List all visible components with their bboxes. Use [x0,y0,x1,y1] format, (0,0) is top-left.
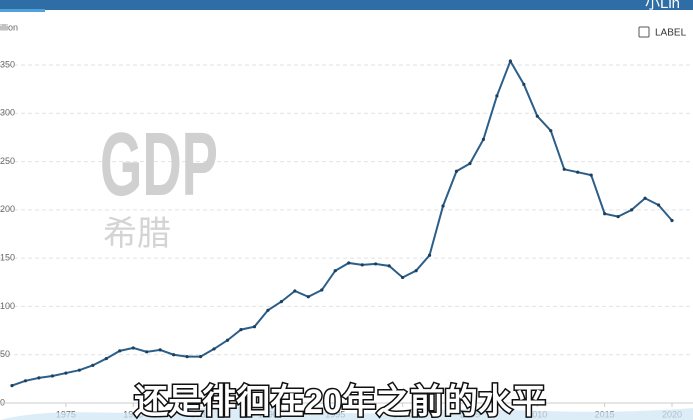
point [535,114,539,118]
point [481,137,486,141]
header-bar [0,0,693,10]
point [629,208,634,212]
point [320,288,324,292]
point [656,203,661,207]
point [401,275,405,280]
point [495,94,499,98]
point [212,347,216,351]
point [239,328,243,332]
y-tick-label: 100 [0,301,15,311]
y-tick-label: 300 [0,108,15,118]
point [374,262,378,266]
point [145,350,149,354]
point [131,346,135,350]
point [427,253,432,257]
point [225,338,230,342]
point [279,300,283,304]
line [11,58,673,387]
point [360,263,364,267]
point [347,261,351,265]
point [576,170,580,174]
point [549,129,553,133]
point [172,353,176,357]
y-tick-label: 250 [0,156,15,166]
point [441,204,445,208]
y-tick-label: 200 [0,204,15,214]
y-tick-label: 350 [0,59,15,69]
wave [0,406,693,420]
label-toggle[interactable]: LABEL [655,28,687,39]
point [158,348,162,352]
point [643,196,647,200]
point [10,384,14,388]
point [293,289,297,293]
y-tick-label: 50 [0,349,10,359]
point [616,215,620,219]
point [468,161,472,166]
point [333,269,337,273]
label-checkbox[interactable] [638,26,650,38]
point [185,355,189,359]
point [454,169,459,173]
watermark-title: GDP [100,115,218,215]
point [387,264,391,268]
point [508,59,512,63]
point [198,355,203,359]
point [91,363,95,367]
point [562,167,566,171]
point [104,356,108,361]
y-tick-label: 150 [0,253,15,263]
y-unit: illion [0,22,18,32]
point [670,218,674,223]
point [603,212,607,216]
caption: 还是徘徊在20年之前的水平 [134,383,546,420]
point [23,379,28,383]
point [522,82,526,86]
point [252,325,257,329]
point [64,371,68,375]
point [306,295,310,299]
y-tick-label: 0 [0,397,5,407]
point [266,308,270,312]
point [37,376,41,380]
point [50,374,55,378]
point [589,173,593,177]
point [118,349,122,353]
brand: 小Lin [645,0,680,12]
point [77,368,81,372]
header-tab [0,9,45,12]
watermark-subtitle: 希腊 [103,215,171,253]
point [414,269,418,273]
